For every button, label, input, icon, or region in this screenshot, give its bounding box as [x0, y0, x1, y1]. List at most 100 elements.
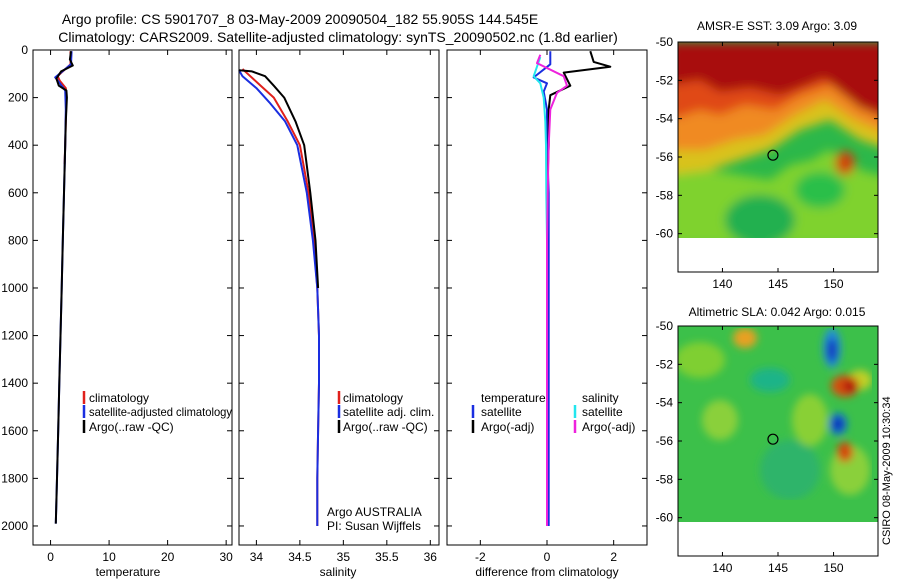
- x-tick-label: 34.5: [288, 550, 312, 564]
- map-x-tick: 145: [768, 42, 788, 291]
- map-y-tick-label: -50: [656, 35, 674, 49]
- map-x-tick-label: 145: [768, 561, 788, 575]
- map-x-tick-label: 150: [824, 561, 844, 575]
- series-line-salinity-argo-adj-: [536, 54, 568, 526]
- x-tick: 0: [544, 50, 551, 564]
- sst-map-ticks: 140 145 150 -50 -52 -54 -56 -58 -60: [656, 35, 878, 291]
- map-y-tick-label: -58: [656, 472, 674, 486]
- x-tick: 30: [219, 50, 233, 564]
- temperature-ticks: 0 10 20 30 0 200 400 600 800 1000 1200 1400 1600 1800…: [1, 43, 233, 564]
- series-line-climatology: [241, 68, 320, 526]
- x-tick: 36: [424, 50, 437, 564]
- map-y-tick-label: -56: [656, 434, 674, 448]
- series-line-salinity-satellite: [532, 56, 548, 526]
- legend-label-climatology: climatology: [343, 391, 403, 405]
- legend-label-temp-satellite: satellite: [481, 405, 522, 419]
- x-tick: 20: [161, 50, 175, 564]
- y-tick-label: 400: [8, 138, 28, 152]
- legend-label-sal-argo: Argo(-adj): [582, 420, 635, 434]
- y-tick: 1600: [1, 424, 232, 438]
- map-x-tick: 140: [712, 42, 733, 291]
- x-tick-label: 10: [102, 550, 116, 564]
- difference-lines: [532, 50, 612, 526]
- creation-stamp: CSIRO 08-May-2009 10:30:34: [881, 396, 893, 545]
- salinity-legend: climatology satellite adj. clim. Argo(..…: [337, 391, 434, 434]
- temperature-lines: [54, 51, 74, 524]
- x-tick-label: 34: [250, 550, 264, 564]
- sla-argo-marker: [767, 433, 779, 445]
- map-y-tick: -58: [656, 188, 878, 202]
- map-y-tick: -50: [656, 35, 878, 49]
- difference-xlabel: difference from climatology: [475, 565, 618, 579]
- map-x-tick: 140: [712, 326, 733, 575]
- map-x-tick: 145: [768, 326, 788, 575]
- map-y-tick: -58: [656, 472, 878, 486]
- difference-panel: -2 0 2 difference from climatology tempera…: [446, 49, 648, 579]
- y-tick: 1400: [1, 376, 232, 390]
- map-y-tick: -60: [656, 227, 878, 241]
- map-y-tick-label: -56: [656, 150, 674, 164]
- map-y-tick-label: -54: [656, 112, 674, 126]
- legend-heading-salinity: salinity: [582, 391, 619, 405]
- temperature-panel: 0 10 20 30 0 200 400 600 800 1000 1200 1400 1600 1800…: [1, 43, 233, 579]
- sst-map-title: AMSR-E SST: 3.09 Argo: 3.09: [697, 19, 857, 33]
- x-tick: 34.5: [288, 50, 312, 564]
- y-tick: 800: [8, 233, 232, 247]
- y-tick-label: 0: [21, 43, 28, 57]
- map-y-tick-label: -50: [656, 319, 674, 333]
- sst-field: [678, 42, 878, 238]
- y-tick: 200: [8, 91, 232, 105]
- salinity-axes-frame: [238, 49, 440, 546]
- x-tick: 2: [610, 50, 617, 564]
- temperature-axes-frame: [32, 49, 233, 546]
- y-tick: 1000: [1, 281, 232, 295]
- y-tick: 1200: [1, 329, 232, 343]
- series-line-satellite-adj-clim-: [238, 69, 320, 526]
- legend-label-climatology: climatology: [89, 391, 149, 405]
- legend-label-satellite: satellite adj. clim.: [343, 405, 434, 419]
- salinity-xlabel: salinity: [320, 565, 357, 579]
- y-tick-label: 600: [8, 186, 28, 200]
- map-y-tick-label: -54: [656, 396, 674, 410]
- difference-legend: temperature satellite Argo(-adj) salinit…: [471, 391, 635, 434]
- series-line-temperature-argo-adj-: [546, 50, 612, 288]
- salinity-panel: 34 34.5 35 35.5 36 salinity climatology sate…: [238, 49, 440, 579]
- series-line-argo-raw-qc-: [54, 51, 74, 524]
- y-tick-label: 800: [8, 233, 28, 247]
- x-tick: 35: [337, 50, 350, 564]
- map-y-tick: -50: [656, 319, 878, 333]
- salinity-ticks: 34 34.5 35 35.5 36: [239, 49, 439, 564]
- temperature-legend: climatology satellite-adjusted climatolo…: [82, 391, 232, 434]
- map-y-tick: -56: [656, 150, 878, 164]
- map-x-tick-label: 150: [824, 277, 844, 291]
- map-x-tick: 150: [824, 326, 844, 575]
- y-tick-label: 1800: [1, 471, 28, 485]
- series-line-argo-raw-qc-: [238, 69, 320, 289]
- map-y-tick-label: -52: [656, 357, 674, 371]
- y-tick-label: 2000: [1, 519, 28, 533]
- map-x-tick-label: 145: [768, 277, 788, 291]
- sla-map-panel: Altimetric SLA: 0.042 Argo: 0.015: [656, 305, 879, 575]
- x-tick: 34: [250, 50, 264, 564]
- x-tick-label: 30: [219, 550, 233, 564]
- map-y-tick: -54: [656, 112, 878, 126]
- x-tick: 35.5: [375, 50, 399, 564]
- y-tick-label: 1600: [1, 424, 28, 438]
- figure-title-line1: Argo profile: CS 5901707_8 03-May-2009 2…: [62, 11, 538, 27]
- x-tick-label: -2: [475, 550, 486, 564]
- annotation-pi: PI: Susan Wijffels: [327, 519, 421, 533]
- sla-map-ticks: 140 145 150 -50 -52 -54 -56 -58 -60: [656, 319, 878, 575]
- map-y-tick: -52: [656, 357, 878, 371]
- y-tick: 600: [8, 186, 232, 200]
- x-tick-label: 35.5: [375, 550, 399, 564]
- x-tick-label: 0: [544, 550, 551, 564]
- y-tick-label: 1200: [1, 329, 28, 343]
- map-y-tick: -52: [656, 73, 878, 87]
- legend-heading-temperature: temperature: [481, 391, 546, 405]
- map-y-tick-label: -60: [656, 227, 674, 241]
- x-tick-label: 20: [161, 550, 175, 564]
- x-tick-label: 2: [610, 550, 617, 564]
- sst-map-panel: AMSR-E SST: 3.09 Argo: 3.09 140 145 150 -50…: [656, 19, 879, 291]
- map-x-tick-label: 140: [712, 561, 732, 575]
